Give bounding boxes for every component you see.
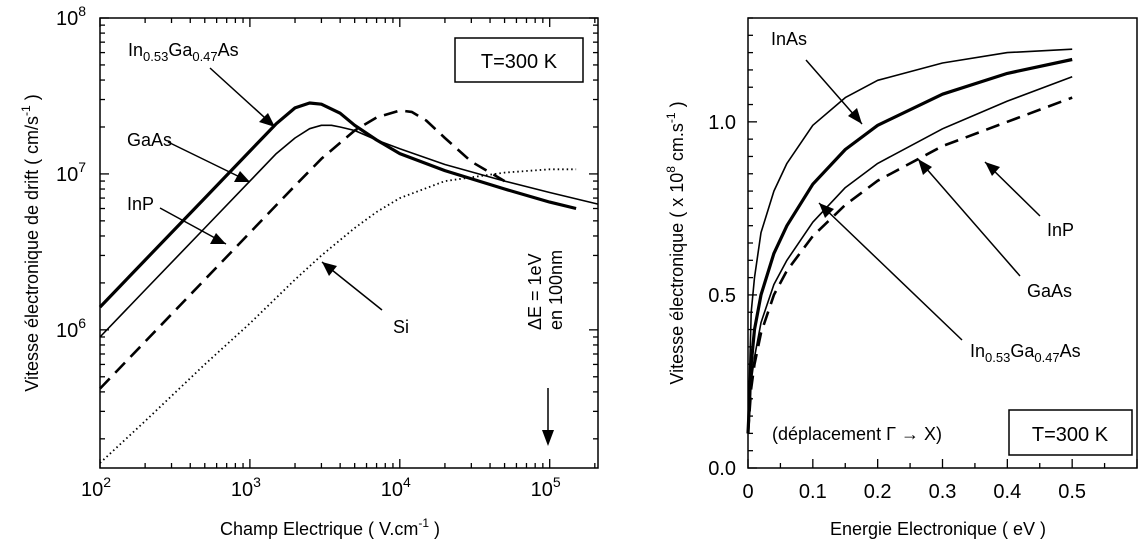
right-temperature-box: T=300 K	[1008, 409, 1133, 456]
right-curves	[746, 48, 1073, 434]
left-annotation-arrows	[159, 67, 554, 446]
right-series-gaas	[747, 76, 1073, 434]
left-x-tick-label: 104	[381, 474, 411, 501]
right-label-ingaas: In0.53Ga0.47As	[970, 341, 1081, 365]
right-label-inp: InP	[1047, 220, 1074, 240]
right-x-tick-label: 0.4	[993, 481, 1021, 503]
right-x-tick-label: 0	[742, 481, 753, 503]
left-series-gaas	[99, 124, 599, 338]
right-y-tick-label: 0.5	[708, 285, 736, 307]
right-x-axis-label: Energie Electronique ( eV )	[830, 519, 1046, 539]
right-label-inas: InAs	[771, 29, 807, 49]
right-series-inas	[747, 48, 1073, 434]
left-x-tick-label: 102	[81, 474, 111, 501]
arrow-gaas-r	[917, 158, 1021, 277]
left-series-ingaas	[98, 101, 577, 309]
left-y-tick-label: 107	[56, 159, 86, 186]
right-x-tick-label: 0.3	[929, 481, 957, 503]
left-y-ticks: 106 107 108	[56, 3, 598, 440]
right-x-tick-label: 0.5	[1058, 481, 1086, 503]
right-chart-velocity-vs-energy: 0 0.1 0.2 0.3 0.4 0.5 0.0 0.5 1.0 Energie Elect…	[664, 17, 1138, 539]
left-label-inp: InP	[127, 194, 154, 214]
left-label-ingaas: In0.53Ga0.47As	[128, 40, 239, 64]
left-x-tick-label: 105	[531, 474, 561, 501]
svg-text:T=300 K: T=300 K	[481, 51, 558, 73]
arrow-ingaas-r	[818, 202, 963, 341]
left-series-inp	[99, 109, 506, 390]
svg-text:T=300 K: T=300 K	[1032, 424, 1109, 446]
left-label-si: Si	[393, 317, 409, 337]
arrow-gaas	[167, 141, 251, 183]
left-y-tick-label: 108	[56, 3, 86, 30]
right-x-tick-label: 0.1	[799, 481, 827, 503]
left-label-gaas: GaAs	[127, 130, 172, 150]
right-label-gaas: GaAs	[1027, 281, 1072, 301]
right-y-axis-label: Vitesse électronique ( x 108 cm.s-1 )	[664, 101, 687, 384]
left-delta-e-line2: en 100nm	[546, 250, 566, 330]
left-y-tick-label: 106	[56, 315, 86, 342]
right-x-ticks: 0 0.1 0.2 0.3 0.4 0.5	[742, 459, 1138, 503]
right-displacement-note: (déplacement Γ → X)	[772, 424, 942, 444]
left-curves	[98, 101, 599, 464]
right-series-ingaas	[746, 57, 1073, 434]
left-x-axis-label: Champ Electrique ( V.cm-1 )	[220, 516, 440, 539]
right-x-tick-label: 0.2	[864, 481, 892, 503]
left-plot-frame	[99, 17, 599, 469]
right-y-tick-label: 1.0	[708, 112, 736, 134]
right-y-ticks: 0.0 0.5 1.0	[708, 17, 757, 480]
left-x-tick-label: 103	[231, 474, 261, 501]
right-annotation-arrows	[805, 59, 1041, 341]
left-x-ticks: 102 103 104 105	[81, 18, 596, 501]
left-series-si	[99, 168, 577, 464]
left-temperature-box: T=300 K	[454, 37, 584, 83]
right-y-tick-label: 0.0	[708, 458, 736, 480]
left-y-axis-label: Vitesse électronique de drift ( cm/s-1 )	[19, 94, 42, 391]
left-delta-e-line1: ΔE = 1eV	[525, 253, 545, 330]
left-chart-drift-velocity-vs-field: 102 103 104 105 106 107 108 Champ Electrique …	[19, 3, 599, 539]
right-series-inp	[746, 96, 1073, 434]
